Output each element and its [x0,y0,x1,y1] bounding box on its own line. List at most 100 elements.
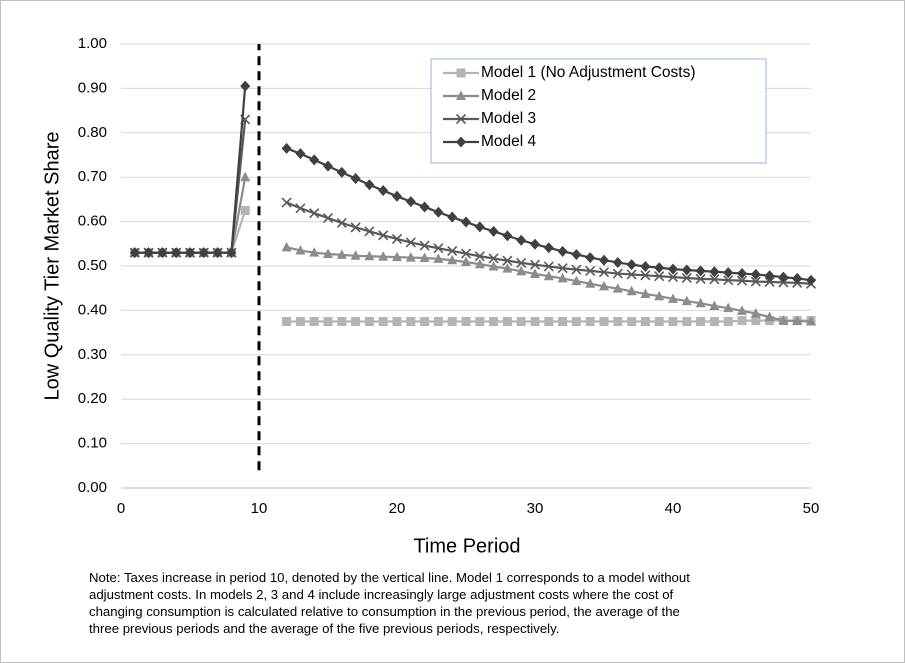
marker [489,317,499,326]
marker [447,317,457,326]
marker [419,201,430,213]
marker [599,280,609,291]
marker [626,285,637,296]
marker [806,316,816,326]
marker [585,317,595,326]
marker [737,316,747,326]
marker [129,247,140,259]
marker [516,317,526,326]
marker [405,252,416,262]
marker [709,266,720,278]
marker [309,317,319,326]
marker [350,222,361,233]
marker [337,317,347,326]
marker [737,305,747,315]
marker [456,68,466,78]
marker [475,317,485,326]
legend-label: Model 2 [481,87,536,104]
marker [751,316,761,326]
marker [626,269,637,280]
marker [654,290,665,301]
x-tick-label: 30 [527,500,544,517]
marker [516,257,527,268]
marker [419,240,430,251]
marker [681,295,692,306]
marker [654,262,665,274]
marker [612,283,623,293]
marker [640,288,651,298]
marker [350,173,361,185]
marker [502,263,513,273]
marker [364,179,375,191]
marker [682,317,692,326]
x-tick-label: 50 [803,500,820,517]
marker [157,247,168,259]
marker [447,254,458,265]
marker [378,185,389,197]
marker [544,317,554,326]
y-tick-label: 0.00 [78,479,107,496]
marker [530,268,540,278]
marker [433,206,444,218]
marker [295,244,306,255]
x-tick-label: 0 [117,500,125,517]
marker [612,268,623,279]
note: Note: Taxes increase in period 10, denot… [89,569,829,637]
marker [750,268,761,280]
marker [281,142,292,154]
marker [433,317,443,326]
marker [571,248,582,260]
marker [764,270,775,282]
marker [488,225,499,237]
marker [696,317,706,326]
marker [750,276,761,287]
marker [323,248,333,259]
marker [571,275,582,286]
marker [240,171,251,182]
marker [309,208,320,219]
marker [364,317,374,326]
marker [764,276,775,288]
marker [764,311,775,322]
marker [502,230,513,242]
marker [558,317,568,326]
x-axis-title: Time Period [413,535,520,557]
marker [323,317,333,326]
marker [736,275,748,286]
marker [502,317,512,326]
marker [322,212,334,224]
marker [351,317,361,326]
marker [557,245,568,257]
marker [456,136,466,148]
marker [460,248,472,259]
marker [530,317,540,326]
marker [185,247,195,259]
marker [212,247,223,259]
y-axis-title: Low Quality Tier Market Share [41,132,63,401]
marker [598,267,610,278]
y-tick-label: 0.30 [78,346,107,363]
marker [281,241,292,252]
x-tick-label: 40 [665,500,682,517]
marker [378,251,389,261]
marker [654,317,664,326]
marker [392,251,402,262]
marker [571,317,581,326]
legend-label: Model 3 [481,110,536,127]
marker [447,245,458,256]
note-line: Note: Taxes increase in period 10, denot… [89,570,690,585]
marker [323,160,333,172]
marker [654,271,665,282]
marker [226,247,237,259]
marker [474,251,485,262]
x-tick-label: 20 [389,500,406,517]
marker [750,308,761,318]
marker [778,271,789,283]
marker [543,261,554,272]
marker [295,317,305,326]
marker [709,317,719,326]
x-tick-label: 10 [251,500,268,517]
marker [309,154,320,166]
marker [557,272,568,283]
